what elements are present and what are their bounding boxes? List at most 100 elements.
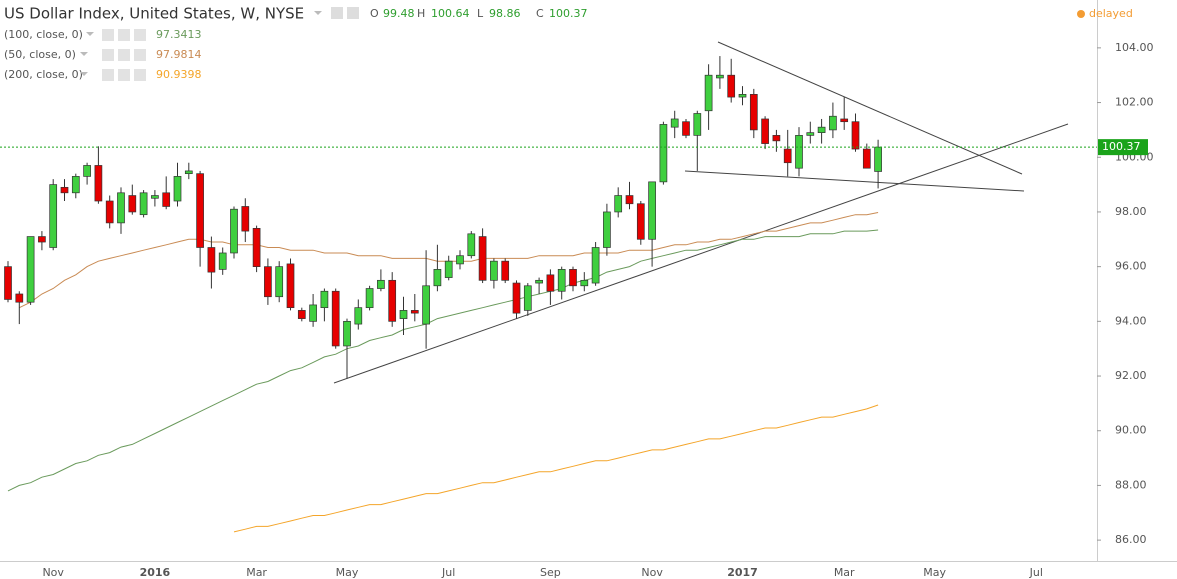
candle-body: [693, 113, 702, 136]
dropdown-icon[interactable]: [80, 52, 88, 56]
x-tick-label: 2016: [140, 566, 171, 579]
candle-body: [207, 247, 216, 273]
candle-body: [456, 255, 464, 265]
candle-body: [738, 94, 747, 98]
legend-name: (200, close, 0): [4, 68, 83, 81]
candle-body: [83, 165, 91, 177]
ohlc-label: H: [417, 7, 425, 20]
icon[interactable]: [118, 29, 130, 41]
ohlc-label: O: [370, 7, 379, 20]
candle-body: [399, 310, 408, 319]
trend-line[interactable]: [717, 41, 1023, 175]
candle-body: [749, 94, 758, 131]
y-tick-label: 92.00: [1115, 369, 1147, 382]
candle-body: [410, 310, 419, 314]
candle-body: [727, 74, 736, 98]
candle-body: [218, 252, 227, 270]
icon[interactable]: [134, 49, 146, 61]
candle-body: [535, 279, 543, 284]
candle-body: [184, 170, 193, 175]
candle-body: [320, 290, 329, 309]
last-price-box: [1098, 139, 1148, 156]
icon[interactable]: [134, 29, 146, 41]
candle-body: [817, 126, 826, 133]
candle-body: [467, 233, 476, 257]
x-tick-label: Mar: [834, 566, 855, 579]
status: delayed: [1089, 7, 1133, 20]
candle-body: [139, 192, 148, 216]
candle-body: [704, 74, 713, 112]
ohlc-value: 100.37: [549, 7, 588, 20]
candle-body: [490, 260, 498, 281]
candle-body: [343, 320, 351, 347]
x-tick-label: Nov: [641, 566, 663, 579]
candle-body: [648, 181, 656, 240]
dropdown-icon[interactable]: [314, 11, 322, 15]
y-tick-label: 104.00: [1115, 41, 1154, 54]
candle-body: [230, 208, 238, 254]
candle-body: [512, 282, 521, 314]
candle-body: [309, 304, 317, 322]
candle-body: [196, 173, 204, 248]
y-tick-label: 86.00: [1115, 533, 1147, 546]
candle-body: [772, 135, 781, 142]
candle-body: [377, 279, 385, 289]
dropdown-icon[interactable]: [86, 32, 94, 36]
candle-body: [862, 148, 871, 169]
icon[interactable]: [331, 7, 343, 19]
candle-body: [128, 195, 137, 213]
candle-body: [557, 269, 566, 292]
candle-body: [162, 192, 171, 207]
candle-body: [105, 200, 114, 224]
candle-body: [151, 195, 159, 199]
y-tick-label: 90.00: [1115, 424, 1147, 437]
dropdown-icon[interactable]: [80, 72, 88, 76]
candle-body: [71, 176, 80, 194]
candle-body: [591, 247, 600, 284]
candle-body: [795, 135, 803, 169]
candle-body: [286, 263, 295, 309]
legend-value: 97.9814: [156, 48, 202, 61]
candle-body: [478, 236, 487, 281]
icon[interactable]: [118, 49, 130, 61]
candle-body: [94, 165, 103, 202]
last-price-label: 100.37: [1102, 140, 1141, 153]
legend-name: (100, close, 0): [4, 28, 83, 41]
plot: [0, 56, 1097, 533]
candle-body: [670, 118, 679, 128]
x-tick-label: Sep: [540, 566, 561, 579]
candle-body: [422, 285, 430, 325]
icon[interactable]: [134, 69, 146, 81]
icon[interactable]: [102, 69, 114, 81]
candle-body: [806, 132, 815, 136]
x-tick-label: May: [336, 566, 359, 579]
candle-body: [874, 146, 882, 172]
icon[interactable]: [118, 69, 130, 81]
ohlc-label: C: [536, 7, 544, 20]
candle-body: [444, 260, 453, 278]
candle-body: [523, 285, 532, 311]
candle-body: [569, 269, 577, 287]
trend-line[interactable]: [333, 123, 1069, 384]
icon[interactable]: [102, 29, 114, 41]
y-tick-label: 96.00: [1115, 260, 1147, 273]
x-tick-label: Jul: [1029, 566, 1043, 579]
ohlc-label: L: [477, 7, 484, 20]
candle-body: [783, 148, 792, 164]
candle-body: [682, 121, 690, 136]
candle-body: [60, 186, 69, 194]
legend-name: (50, close, 0): [4, 48, 76, 61]
candle-body: [297, 310, 306, 319]
candle-body: [275, 266, 284, 298]
chart-title: US Dollar Index, United States, W, NYSE: [4, 5, 304, 23]
candle-body: [636, 203, 645, 240]
legend-value: 90.9398: [156, 68, 202, 81]
icon[interactable]: [347, 7, 359, 19]
trend-line[interactable]: [684, 170, 1025, 192]
icon[interactable]: [102, 49, 114, 61]
x-tick-label: May: [923, 566, 946, 579]
moving-average-line: [233, 404, 879, 533]
legend-value: 97.3413: [156, 28, 202, 41]
candle-body: [433, 269, 442, 287]
